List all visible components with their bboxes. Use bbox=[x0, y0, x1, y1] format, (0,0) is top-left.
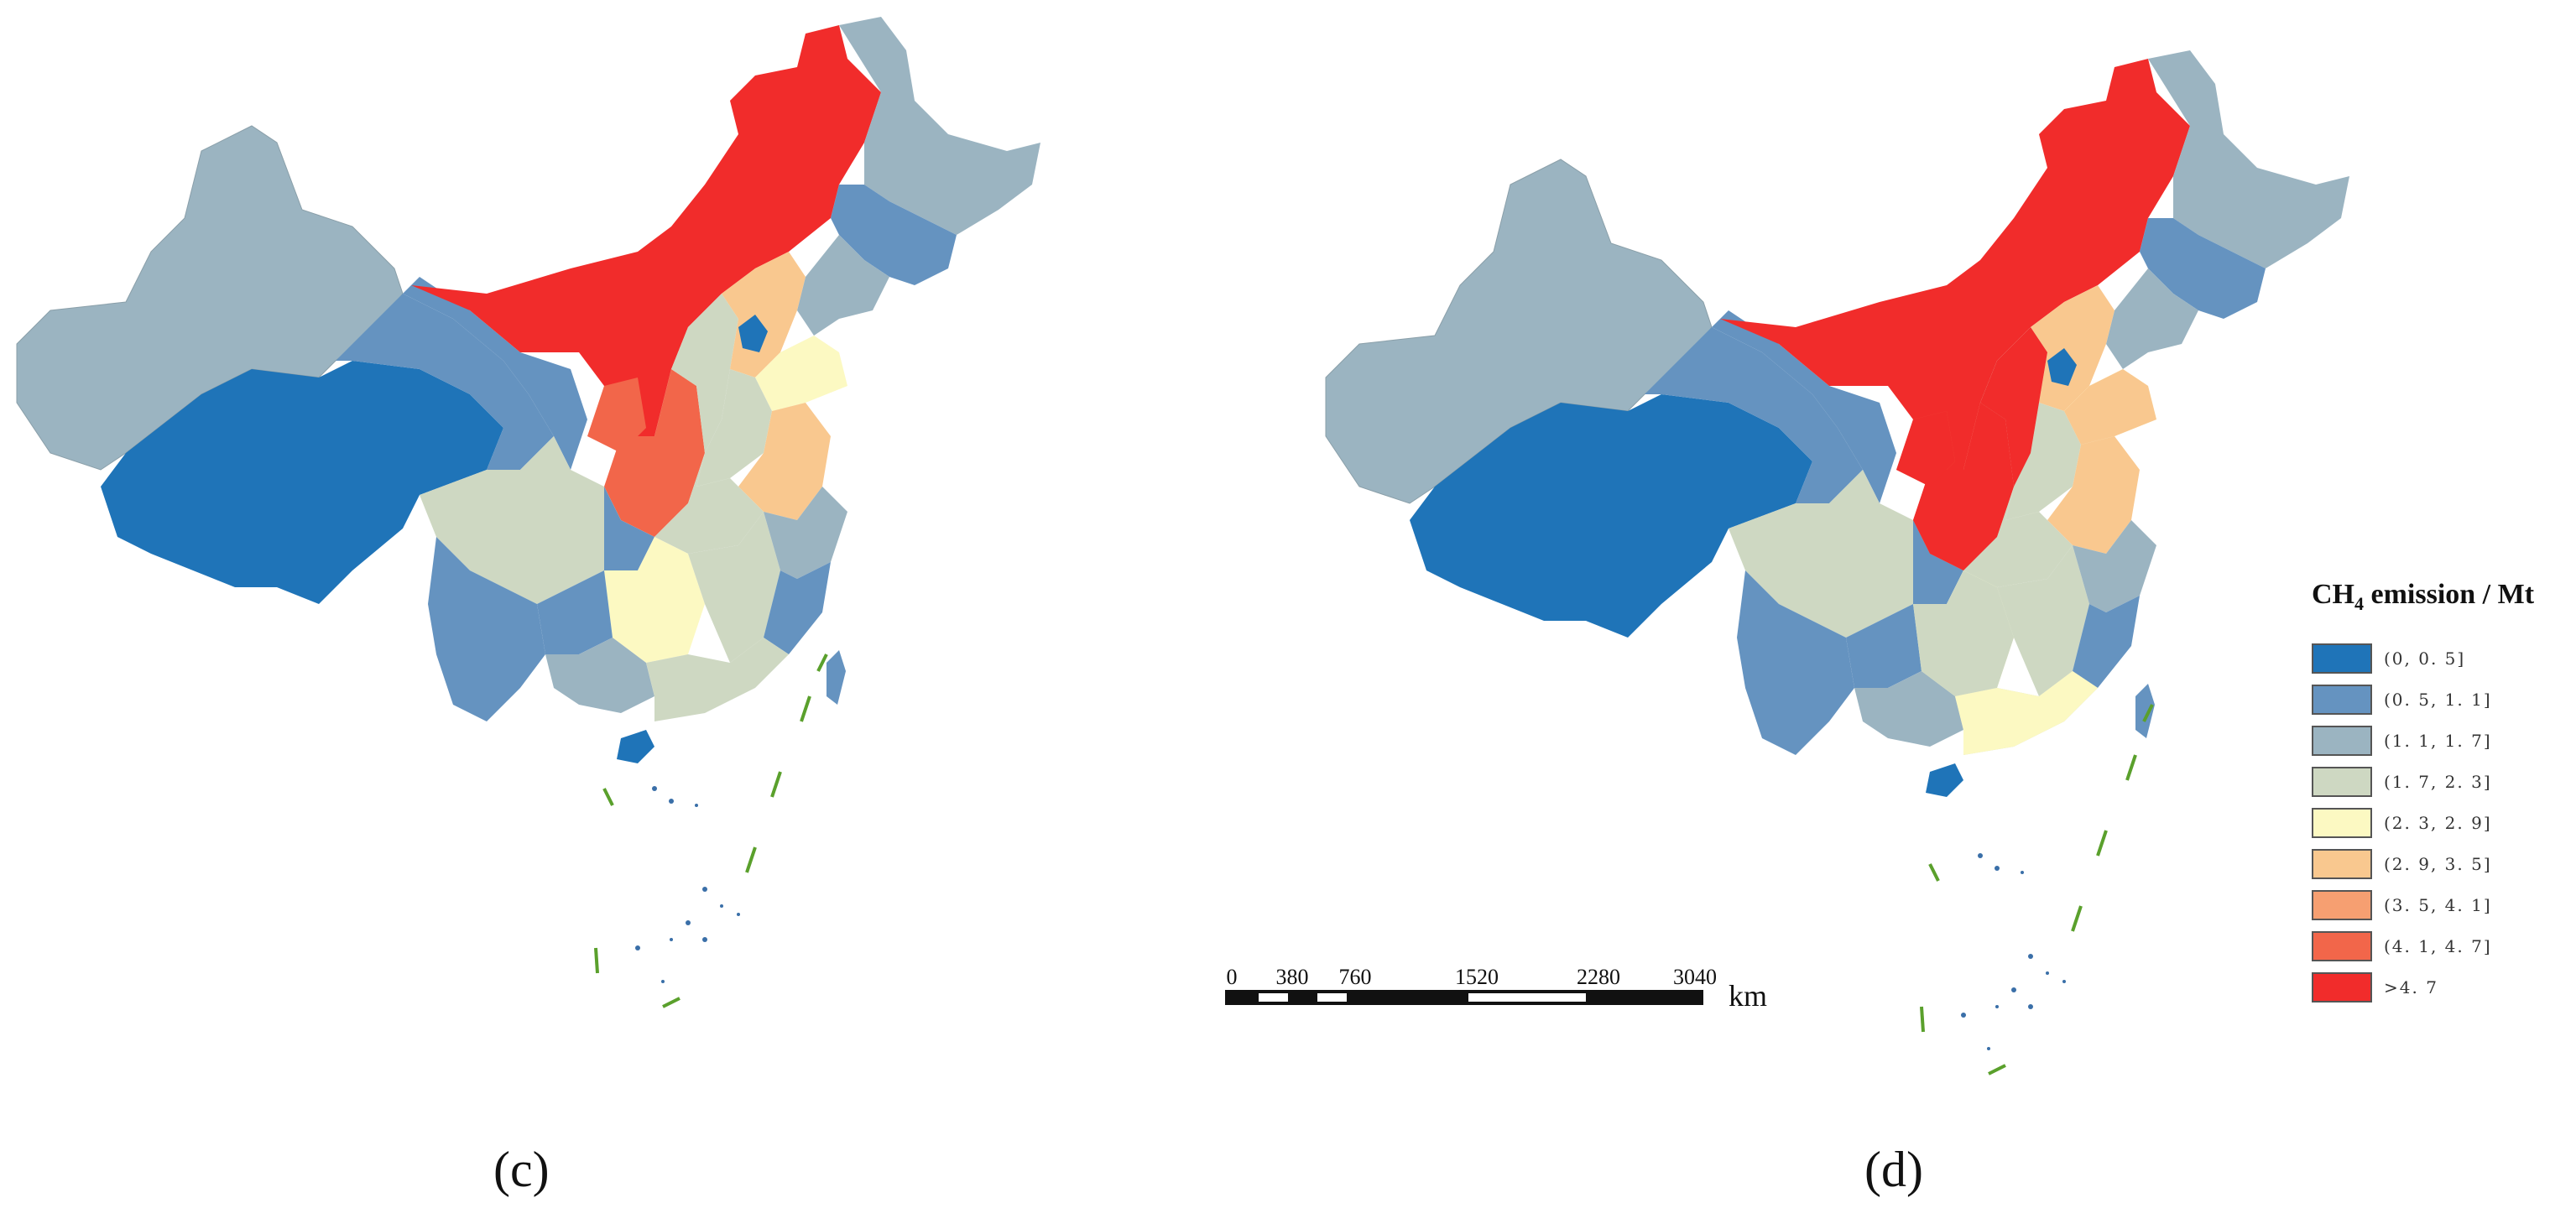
scale-tick: 0 bbox=[1226, 965, 1238, 989]
legend-item: >4. 7 bbox=[2312, 967, 2572, 1008]
south-china-sea-inset-c bbox=[594, 654, 828, 1008]
legend-swatch bbox=[2312, 808, 2372, 839]
legend-swatch bbox=[2312, 849, 2372, 880]
scale-unit: km bbox=[1729, 979, 1768, 1013]
south-china-sea-inset-d bbox=[1920, 704, 2154, 1075]
legend-swatch bbox=[2312, 767, 2372, 798]
panel-label-d: (d) bbox=[1864, 1142, 1923, 1197]
panel-label-c: (c) bbox=[493, 1142, 550, 1197]
legend-item: (4. 1, 4. 7] bbox=[2312, 926, 2572, 967]
legend-item: (1. 1, 1. 7] bbox=[2312, 721, 2572, 762]
scale-tick: 3040 bbox=[1673, 965, 1717, 989]
islands-c bbox=[635, 786, 740, 983]
legend-label: (3. 5, 4. 1] bbox=[2384, 895, 2492, 916]
legend-swatch bbox=[2312, 931, 2372, 962]
legend-swatch bbox=[2312, 685, 2372, 716]
legend-item: (0, 0. 5] bbox=[2312, 638, 2572, 680]
legend-label: (0. 5, 1. 1] bbox=[2384, 690, 2492, 711]
scale-bar-graphic bbox=[1225, 990, 1703, 1005]
legend-item: (0. 5, 1. 1] bbox=[2312, 680, 2572, 721]
legend-item: (1. 7, 2. 3] bbox=[2312, 762, 2572, 803]
scale-tick: 1520 bbox=[1455, 965, 1499, 989]
legend-title: CH4 emission / Mt bbox=[2312, 579, 2535, 614]
legend-label: (2. 3, 2. 9] bbox=[2384, 813, 2492, 834]
scale-tick: 2280 bbox=[1577, 965, 1620, 989]
legend-item: (2. 9, 3. 5] bbox=[2312, 844, 2572, 885]
legend-item: (2. 3, 2. 9] bbox=[2312, 803, 2572, 844]
islands-d bbox=[1961, 853, 2066, 1050]
legend-swatch bbox=[2312, 972, 2372, 1003]
scale-tick: 760 bbox=[1338, 965, 1372, 989]
legend-label: (0, 0. 5] bbox=[2384, 648, 2466, 669]
legend-label: (2. 9, 3. 5] bbox=[2384, 854, 2492, 875]
legend-swatch bbox=[2312, 726, 2372, 757]
legend-item: (3. 5, 4. 1] bbox=[2312, 885, 2572, 926]
legend-label: (1. 7, 2. 3] bbox=[2384, 772, 2492, 793]
legend-label: (1. 1, 1. 7] bbox=[2384, 731, 2492, 752]
map-panel-c bbox=[16, 16, 1041, 1008]
scale-bar: 0 380 760 1520 2280 3040 km bbox=[1225, 965, 1829, 1032]
legend-label: >4. 7 bbox=[2384, 977, 2438, 998]
legend-label: (4. 1, 4. 7] bbox=[2384, 936, 2492, 957]
map-panel-d bbox=[1325, 49, 2350, 1075]
legend: CH4 emission / Mt (0, 0. 5] (0. 5, 1. 1]… bbox=[2312, 579, 2572, 1008]
legend-swatch bbox=[2312, 890, 2372, 921]
scale-tick: 380 bbox=[1275, 965, 1309, 989]
legend-swatch bbox=[2312, 643, 2372, 674]
